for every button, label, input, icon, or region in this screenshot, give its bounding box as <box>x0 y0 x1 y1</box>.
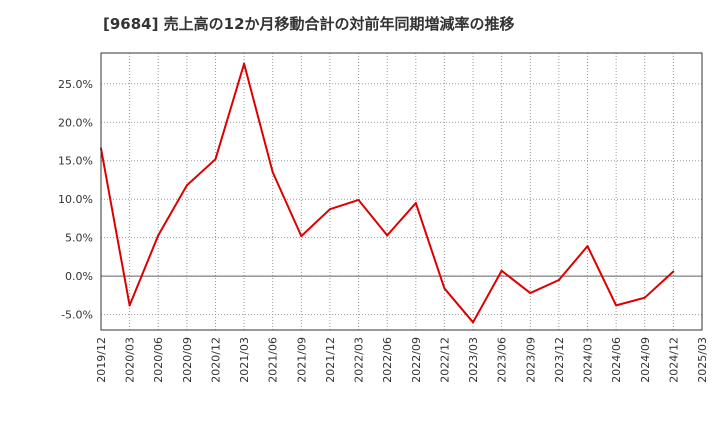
x-tick-label: 2020/03 <box>124 337 137 383</box>
x-tick-label: 2020/09 <box>181 337 194 383</box>
y-tick-label: 15.0% <box>58 155 93 168</box>
plot-area-frame <box>100 52 703 331</box>
x-tick-label: 2024/09 <box>639 337 652 383</box>
data-point <box>157 234 160 237</box>
y-tick-label: 20.0% <box>58 116 93 129</box>
data-point <box>414 202 417 205</box>
data-point <box>615 304 618 307</box>
x-tick-label: 2022/06 <box>381 337 394 383</box>
x-tick-label: 2023/12 <box>553 337 566 383</box>
x-tick-label: 2020/06 <box>152 337 165 383</box>
x-tick-label: 2023/06 <box>496 337 509 383</box>
x-tick-label: 2024/06 <box>610 337 623 383</box>
data-point <box>472 321 475 324</box>
x-tick-label: 2022/03 <box>353 337 366 383</box>
data-point <box>586 245 589 248</box>
data-point <box>243 62 246 65</box>
data-point <box>529 292 532 295</box>
data-point <box>672 270 675 273</box>
y-axis-tick-labels: -5.0% 0.0% 5.0% 10.0% 15.0% 20.0% 25.0% <box>58 78 93 322</box>
x-tick-label: 2021/12 <box>324 337 337 383</box>
x-tick-label: 2019/12 <box>95 337 108 383</box>
x-tick-label: 2023/09 <box>524 337 537 383</box>
data-point <box>557 278 560 281</box>
x-tick-label: 2024/12 <box>667 337 680 383</box>
data-point <box>500 269 503 272</box>
y-tick-label: 10.0% <box>58 193 93 206</box>
data-point <box>300 235 303 238</box>
data-point <box>357 198 360 201</box>
chart-title: [9684] 売上高の12か月移動合計の対前年同期増減率の推移 <box>103 15 515 33</box>
y-tick-label: 5.0% <box>65 232 93 245</box>
x-tick-label: 2020/12 <box>209 337 222 383</box>
data-point <box>271 171 274 174</box>
data-point <box>185 184 188 187</box>
data-point <box>214 158 217 161</box>
x-tick-label: 2021/09 <box>295 337 308 383</box>
x-tick-label: 2021/03 <box>238 337 251 383</box>
data-point <box>328 208 331 211</box>
x-axis-tick-labels: 2019/12 2020/03 2020/06 2020/09 2020/12 2021/… <box>95 337 709 383</box>
data-point <box>128 304 131 307</box>
data-point <box>443 287 446 290</box>
x-tick-label: 2025/03 <box>696 337 709 383</box>
y-tick-label: 0.0% <box>65 270 93 283</box>
data-point <box>386 234 389 237</box>
y-tick-label: 25.0% <box>58 78 93 91</box>
series-line <box>100 62 675 324</box>
x-tick-label: 2023/03 <box>467 337 480 383</box>
x-tick-label: 2024/03 <box>582 337 595 383</box>
grid-lines <box>100 53 703 330</box>
x-tick-label: 2022/09 <box>410 337 423 383</box>
y-tick-label: -5.0% <box>61 309 93 322</box>
x-tick-label: 2021/06 <box>267 337 280 383</box>
x-tick-label: 2022/12 <box>438 337 451 383</box>
data-point <box>643 296 646 299</box>
